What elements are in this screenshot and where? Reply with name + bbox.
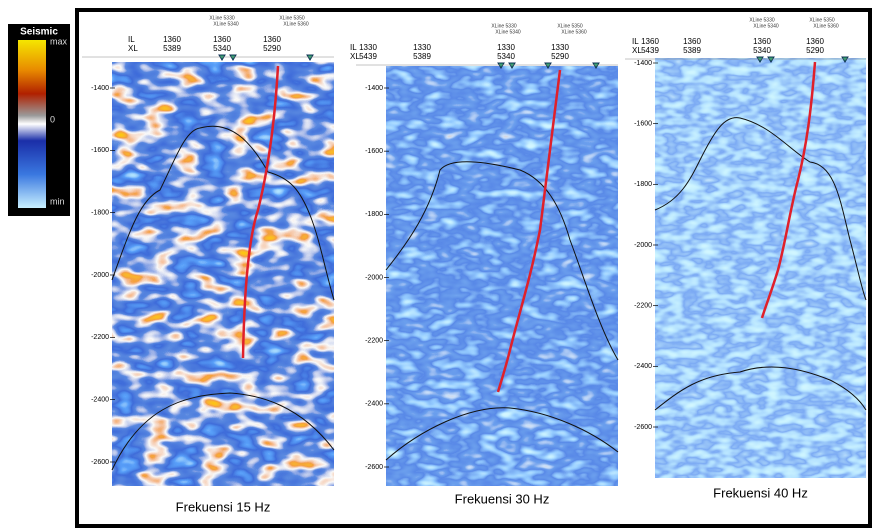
seismic-section — [655, 58, 866, 478]
xl-value: 5340 — [753, 46, 771, 55]
il-value: 1330 — [551, 43, 569, 52]
depth-tick-label: -1800 — [634, 181, 652, 188]
depth-tick-label: -2400 — [634, 363, 652, 370]
il-value: 1360 — [753, 37, 771, 46]
xline-label: XLine 5360 — [283, 21, 309, 27]
depth-tick-label: -2000 — [91, 272, 109, 279]
depth-tick-label: -1400 — [91, 85, 109, 92]
figure: Seismic max 0 min ILXL136053891360534013… — [0, 0, 872, 528]
depth-tick-label: -2400 — [365, 401, 383, 408]
il-label: IL — [128, 35, 135, 44]
depth-tick-label: -1400 — [634, 60, 652, 67]
xl-value: 5439 — [359, 52, 377, 61]
depth-tick-label: -1600 — [634, 121, 652, 128]
xline-label: XLine 5360 — [561, 29, 587, 35]
il-label: IL — [632, 37, 639, 46]
il-value: 1360 — [683, 37, 701, 46]
depth-tick-label: -2600 — [365, 464, 383, 471]
il-value: 1360 — [263, 35, 281, 44]
depth-tick-label: -2000 — [365, 274, 383, 281]
il-value: 1360 — [213, 35, 231, 44]
caption: Frekuensi 40 Hz — [713, 485, 808, 500]
il-value: 1330 — [413, 43, 431, 52]
xline-label: XLine 5340 — [495, 29, 521, 35]
depth-tick-label: -2200 — [634, 303, 652, 310]
colorbar — [18, 40, 46, 208]
il-label: IL — [350, 43, 357, 52]
xline-label: XLine 5360 — [813, 23, 839, 29]
xl-value: 5340 — [497, 52, 515, 61]
xl-value: 5290 — [551, 52, 569, 61]
xl-value: 5290 — [263, 44, 281, 53]
xline-label: XLine 5340 — [753, 23, 779, 29]
xline-label: XLine 5340 — [213, 21, 239, 27]
colorbar-label: min — [50, 196, 65, 206]
depth-tick-label: -1400 — [365, 85, 383, 92]
xl-label: XL — [128, 44, 138, 53]
xl-value: 5389 — [163, 44, 181, 53]
depth-tick-label: -2600 — [91, 459, 109, 466]
xl-value: 5290 — [806, 46, 824, 55]
depth-tick-label: -2400 — [91, 397, 109, 404]
il-value: 1360 — [163, 35, 181, 44]
depth-tick-label: -1600 — [91, 147, 109, 154]
depth-tick-label: -2600 — [634, 424, 652, 431]
caption: Frekuensi 15 Hz — [176, 499, 271, 514]
il-value: 1360 — [806, 37, 824, 46]
depth-tick-label: -1800 — [91, 210, 109, 217]
il-value: 1330 — [359, 43, 377, 52]
il-value: 1360 — [641, 37, 659, 46]
xl-value: 5389 — [413, 52, 431, 61]
caption: Frekuensi 30 Hz — [455, 491, 550, 506]
depth-tick-label: -2200 — [91, 334, 109, 341]
xl-value: 5389 — [683, 46, 701, 55]
colorbar-label: max — [50, 36, 68, 46]
xl-value: 5439 — [641, 46, 659, 55]
depth-tick-label: -1600 — [365, 148, 383, 155]
il-value: 1330 — [497, 43, 515, 52]
colorbar-label: 0 — [50, 114, 55, 124]
xl-value: 5340 — [213, 44, 231, 53]
depth-tick-label: -1800 — [365, 211, 383, 218]
depth-tick-label: -2000 — [634, 242, 652, 249]
depth-tick-label: -2200 — [365, 338, 383, 345]
